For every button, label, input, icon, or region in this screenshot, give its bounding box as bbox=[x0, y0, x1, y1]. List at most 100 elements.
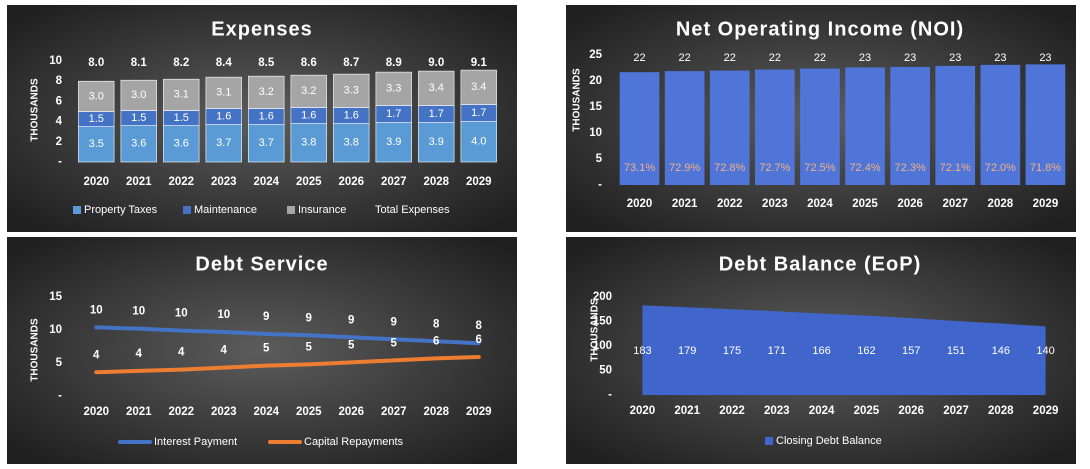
y-tick-label: 200 bbox=[593, 291, 612, 303]
total-label: 8.7 bbox=[343, 57, 359, 69]
y-tick-label: - bbox=[58, 390, 62, 402]
data-label: 23 bbox=[859, 52, 871, 64]
y-tick-label: 50 bbox=[599, 365, 612, 377]
x-tick-label: 2022 bbox=[168, 176, 194, 188]
x-tick-label: 2021 bbox=[126, 176, 152, 188]
data-label: 3.3 bbox=[386, 83, 401, 95]
data-label: 3.2 bbox=[301, 85, 316, 97]
data-label: 3.1 bbox=[174, 89, 189, 101]
y-tick-label: - bbox=[598, 179, 602, 191]
data-label: 157 bbox=[902, 345, 920, 357]
data-label: 179 bbox=[678, 345, 696, 357]
bar-segment bbox=[163, 125, 200, 163]
data-label: 3.7 bbox=[216, 137, 231, 149]
bar bbox=[619, 72, 660, 185]
x-tick-label: 2023 bbox=[764, 405, 790, 417]
total-label: 8.9 bbox=[386, 57, 402, 69]
margin-label: 71.8% bbox=[1030, 162, 1061, 174]
x-tick-label: 2027 bbox=[381, 176, 407, 188]
y-axis-label: THOUSANDS bbox=[30, 78, 41, 142]
data-label: 3.6 bbox=[174, 138, 189, 150]
legend-label: Maintenance bbox=[194, 204, 257, 216]
total-label: 8.5 bbox=[258, 57, 275, 69]
bar-segment bbox=[163, 78, 200, 111]
data-label: 5 bbox=[348, 339, 355, 351]
data-label: 9 bbox=[306, 312, 312, 324]
margin-label: 72.1% bbox=[940, 162, 971, 174]
data-label: 22 bbox=[724, 52, 736, 64]
data-label: 3.3 bbox=[344, 85, 359, 97]
data-label: 140 bbox=[1036, 345, 1054, 357]
legend-marker bbox=[287, 206, 295, 214]
legend-label: Interest Payment bbox=[154, 436, 237, 448]
total-label: 8.6 bbox=[301, 57, 317, 69]
data-label: 8 bbox=[476, 320, 483, 332]
bar bbox=[890, 66, 930, 185]
data-label: 3.0 bbox=[131, 89, 146, 101]
data-label: 8 bbox=[433, 318, 440, 330]
y-tick-label: 5 bbox=[596, 153, 603, 165]
margin-label: 72.0% bbox=[985, 162, 1016, 174]
x-tick-label: 2025 bbox=[852, 198, 878, 210]
x-tick-label: 2027 bbox=[942, 198, 968, 210]
data-label: 23 bbox=[994, 52, 1006, 64]
y-tick-label: 8 bbox=[56, 75, 63, 87]
data-label: 1.6 bbox=[259, 110, 274, 122]
bar bbox=[800, 68, 840, 185]
data-label: 1.5 bbox=[131, 112, 146, 124]
bar bbox=[709, 70, 750, 185]
bar bbox=[755, 69, 795, 185]
bar-segment bbox=[460, 69, 497, 105]
bar-segment bbox=[375, 71, 412, 106]
data-label: 3.7 bbox=[259, 137, 274, 149]
data-label: 23 bbox=[904, 52, 916, 64]
bar-segment bbox=[290, 123, 327, 163]
data-label: 1.7 bbox=[386, 108, 401, 120]
data-label: 4 bbox=[178, 347, 185, 359]
y-tick-label: 10 bbox=[589, 127, 602, 139]
bar-segment bbox=[205, 124, 242, 163]
data-label: 4 bbox=[136, 348, 143, 360]
legend-label: Property Taxes bbox=[84, 204, 158, 216]
bar-segment bbox=[78, 80, 115, 112]
legend-label: Total Expenses bbox=[375, 204, 450, 216]
series-area bbox=[642, 305, 1046, 395]
data-label: 1.6 bbox=[344, 109, 359, 121]
data-label: 146 bbox=[992, 345, 1010, 357]
x-tick-label: 2023 bbox=[211, 406, 237, 418]
bar bbox=[845, 67, 885, 185]
bar-segment bbox=[460, 121, 497, 163]
y-tick-label: 10 bbox=[49, 324, 62, 336]
x-tick-label: 2025 bbox=[296, 176, 322, 188]
bar bbox=[935, 65, 976, 185]
y-tick-label: 25 bbox=[589, 49, 602, 61]
data-label: 23 bbox=[949, 52, 961, 64]
y-tick-label: 10 bbox=[49, 55, 62, 67]
data-label: 1.7 bbox=[471, 107, 486, 119]
margin-label: 72.4% bbox=[849, 162, 880, 174]
data-label: 6 bbox=[476, 334, 482, 346]
y-tick-label: 2 bbox=[56, 136, 62, 148]
data-label: 3.9 bbox=[429, 136, 444, 148]
x-tick-label: 2021 bbox=[126, 406, 152, 418]
bar-segment bbox=[248, 124, 285, 163]
total-label: 9.1 bbox=[471, 57, 488, 69]
data-label: 9 bbox=[391, 316, 397, 328]
x-tick-label: 2023 bbox=[762, 198, 788, 210]
data-label: 22 bbox=[769, 52, 781, 64]
x-tick-label: 2025 bbox=[296, 406, 322, 418]
data-label: 183 bbox=[633, 345, 651, 357]
bar-segment bbox=[418, 70, 455, 106]
y-tick-label: - bbox=[608, 389, 612, 401]
data-label: 5 bbox=[306, 341, 313, 353]
margin-label: 72.9% bbox=[669, 162, 700, 174]
y-tick-label: 15 bbox=[49, 291, 62, 303]
total-label: 8.0 bbox=[88, 57, 104, 69]
data-label: 175 bbox=[723, 345, 741, 357]
total-label: 9.0 bbox=[428, 57, 444, 69]
x-tick-label: 2022 bbox=[719, 405, 745, 417]
y-tick-label: 5 bbox=[56, 357, 63, 369]
data-label: 5 bbox=[391, 337, 398, 349]
legend-marker bbox=[765, 437, 773, 445]
